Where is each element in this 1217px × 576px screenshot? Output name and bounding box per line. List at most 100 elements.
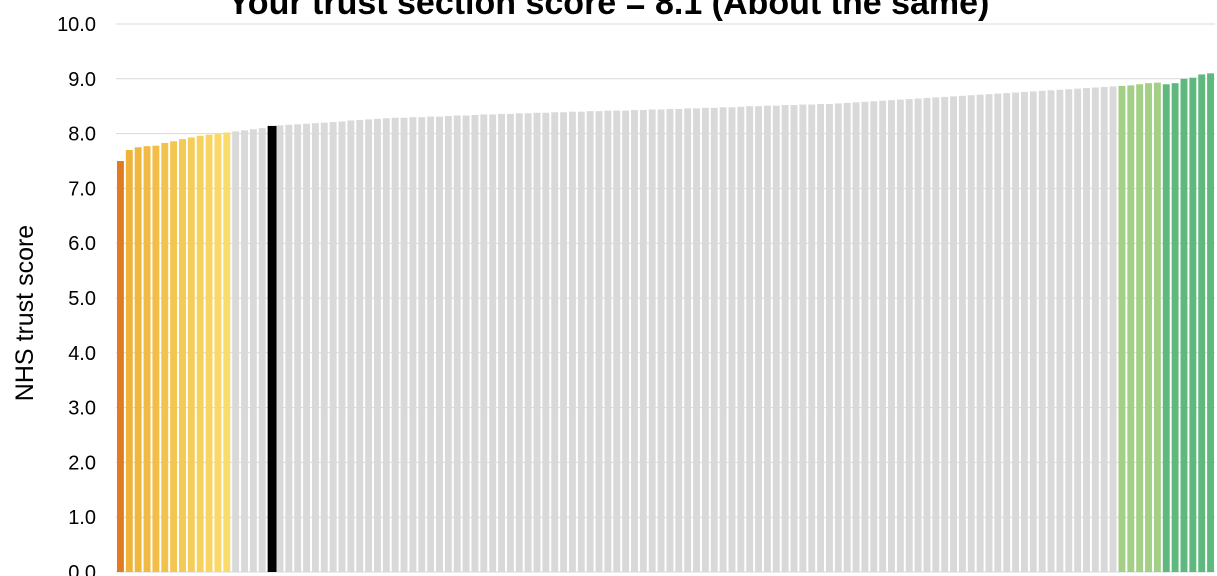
trust-bar	[932, 97, 940, 573]
trust-bar	[684, 108, 692, 572]
trust-bar	[781, 105, 789, 572]
trust-bar	[436, 116, 443, 573]
trust-bar	[1029, 91, 1037, 573]
trust-bar	[1020, 91, 1028, 572]
trust-bar	[879, 100, 887, 572]
trust-bar	[941, 96, 949, 572]
trust-bar	[790, 105, 798, 572]
trust-bar	[861, 101, 869, 572]
trust-bar	[950, 96, 957, 572]
trust-bar	[1065, 89, 1073, 573]
trust-bar	[258, 128, 266, 572]
y-tick-label: 0.0	[68, 562, 96, 576]
trust-bar	[719, 107, 727, 573]
trust-bar	[976, 94, 984, 572]
trust-bar	[808, 104, 816, 572]
trust-bar	[1180, 78, 1188, 573]
trust-bar	[356, 119, 364, 573]
trust-bar	[125, 150, 133, 573]
trust-bar	[560, 112, 568, 572]
trust-bar	[1198, 74, 1206, 573]
trust-bar	[586, 111, 594, 572]
trust-bar	[1012, 92, 1020, 572]
trust-bar	[480, 114, 488, 573]
trust-bar	[888, 100, 895, 573]
trust-bar	[1136, 84, 1144, 572]
trust-bar	[967, 95, 975, 573]
trust-bar	[604, 110, 612, 572]
trust-bar	[1003, 93, 1011, 573]
trust-bar	[409, 117, 417, 572]
trust-bar	[834, 103, 842, 573]
trust-bar	[311, 123, 319, 572]
trust-bar	[648, 109, 656, 573]
trust-bar	[1118, 85, 1126, 573]
trust-bar	[427, 116, 435, 573]
trust-bar	[365, 119, 373, 572]
y-tick-label: 4.0	[68, 343, 96, 365]
trust-bar	[905, 99, 913, 572]
trust-bar	[1091, 87, 1099, 572]
trust-bar	[161, 142, 169, 573]
trust-bar	[1171, 83, 1179, 573]
trust-bar	[1162, 84, 1170, 572]
trust-bar	[276, 125, 284, 572]
trust-bar	[418, 117, 426, 572]
y-tick-label: 5.0	[68, 288, 96, 310]
trust-bar	[1153, 82, 1161, 572]
trust-bar	[506, 113, 514, 573]
trust-bar	[746, 106, 754, 572]
trust-bar	[763, 105, 771, 573]
trust-bar	[533, 112, 541, 572]
trust-bar	[1100, 87, 1108, 573]
trust-bar	[1074, 88, 1082, 572]
y-tick-label: 2.0	[68, 452, 96, 474]
trust-bar	[515, 113, 523, 572]
trust-bar	[817, 104, 825, 572]
trust-bar	[320, 122, 328, 572]
trust-bar	[710, 107, 718, 572]
y-tick-label: 10.0	[57, 14, 96, 36]
trust-bar	[214, 133, 222, 572]
trust-bar	[179, 139, 186, 572]
trust-bar	[1189, 77, 1197, 572]
trust-bar	[675, 108, 683, 572]
trust-bar	[1145, 83, 1152, 573]
y-axis-label: NHS trust score	[11, 225, 39, 401]
trust-bar	[303, 123, 311, 573]
trust-bar	[391, 117, 399, 573]
trust-bar	[799, 104, 807, 572]
trust-bar	[595, 111, 603, 572]
chart-title: Your trust section score = 8.1 (About th…	[227, 0, 990, 22]
y-tick-label: 1.0	[68, 507, 96, 529]
trust-bar	[374, 118, 381, 573]
trust-bar	[542, 112, 550, 572]
trust-bar	[116, 161, 124, 572]
trust-bar	[134, 147, 142, 573]
trust-bar	[693, 108, 700, 572]
trust-bar	[1109, 86, 1117, 572]
trust-bar	[923, 97, 931, 572]
trust-bar	[294, 124, 302, 572]
trust-bar	[498, 113, 505, 573]
trust-bar	[152, 145, 160, 572]
trust-bar	[577, 111, 585, 573]
trust-bar	[232, 131, 240, 572]
trust-bar	[444, 116, 452, 572]
trust-bar	[249, 129, 257, 572]
trust-bar	[453, 115, 461, 573]
trust-bar	[471, 114, 479, 572]
trust-bar	[843, 102, 851, 572]
y-tick-label: 8.0	[68, 124, 96, 146]
trust-bar	[958, 95, 966, 572]
trust-bar	[338, 121, 346, 572]
trust-bar	[187, 137, 195, 572]
your-trust-bar	[267, 125, 277, 573]
trust-bar	[639, 110, 647, 572]
trust-bar	[772, 105, 780, 573]
trust-bar	[666, 108, 674, 572]
trust-bar	[728, 107, 736, 573]
trust-bar	[170, 141, 178, 572]
trust-bar	[826, 104, 833, 572]
